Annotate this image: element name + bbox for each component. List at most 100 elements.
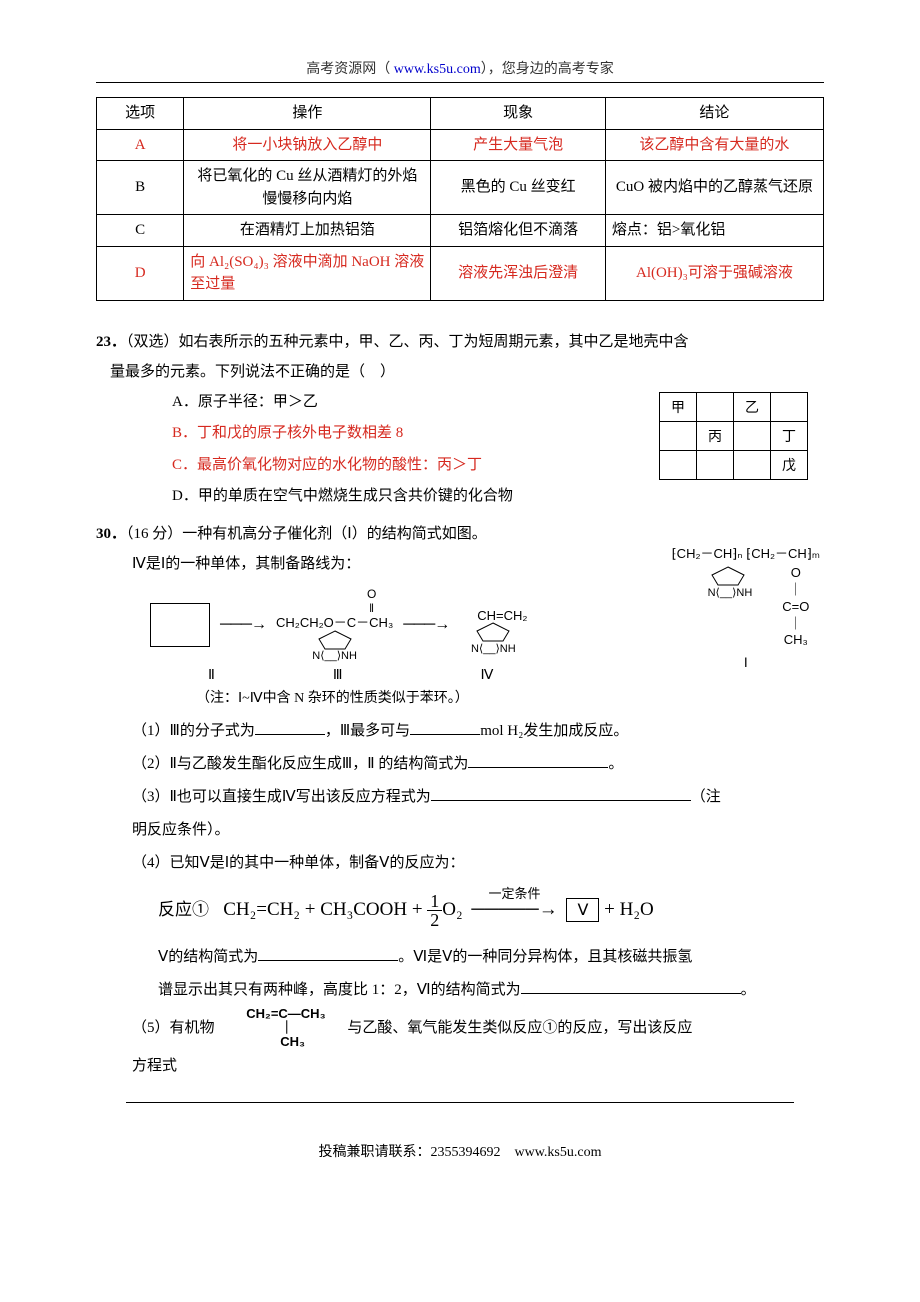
ring-atoms: N⟨__⟩NH	[459, 643, 527, 656]
reaction-1: 反应① CH₂=CH₂ + CH₃COOH + 12O₂ 一定条件─────→ …	[158, 892, 824, 929]
text: 。	[741, 982, 756, 998]
cell: 向 Al₂(SO₄)₃ 溶液中滴加 NaOH 溶液至过量	[184, 246, 431, 300]
experiment-table: 选项 操作 现象 结论 A 将一小块钠放入乙醇中 产生大量气泡 该乙醇中含有大量…	[96, 97, 824, 301]
sub-question-5: （5）有机物 CH₂=C—CH₃ ｜ CH₃ 与乙酸、氧气能发生类似反应①的反应…	[132, 1007, 824, 1050]
lhs: CH₂=CH₂ + CH₃COOH +	[223, 899, 427, 920]
sub-question-5-cont: 方程式	[132, 1050, 824, 1083]
grid-cell: 丁	[771, 422, 808, 451]
imidazole-ring-icon	[473, 621, 513, 643]
arrow-icon: ───→	[403, 616, 449, 634]
cell: B	[97, 161, 184, 215]
footer-text: 投稿兼职请联系：2355394692 www.ks5u.com	[319, 1145, 602, 1160]
arrow-icon: ───→	[220, 616, 266, 634]
th: 选项	[97, 98, 184, 130]
text: 。	[608, 756, 623, 772]
answer-blank-line	[126, 1101, 794, 1103]
cell: 将已氧化的 Cu 丝从酒精灯的外焰慢慢移向内焰	[184, 161, 431, 215]
struct-top: CH₂=C—CH₃	[246, 1007, 325, 1021]
header-link[interactable]: www.ks5u.com	[394, 62, 481, 77]
text: （1）Ⅲ的分子式为	[132, 723, 255, 739]
grid-cell	[771, 393, 808, 422]
ring-atoms: N⟨__⟩NH	[708, 586, 753, 600]
cell: 将一小块钠放入乙醇中	[184, 129, 431, 161]
blank	[468, 753, 608, 768]
option-d: D．甲的单质在空气中燃烧生成只含共价键的化合物	[172, 481, 824, 513]
blank	[258, 946, 398, 961]
table-row: C 在酒精灯上加热铝箔 铝箔熔化但不滴落 熔点：铝>氧化铝	[97, 215, 824, 247]
label-iv: Ⅳ	[481, 666, 494, 683]
grid-cell	[734, 422, 771, 451]
condition-arrow: 一定条件─────→	[471, 899, 557, 921]
text: mol H₂发生加成反应。	[480, 723, 628, 739]
polymer-backbone: ⁅CH₂－CH⁆ₙ ⁅CH₂－CH⁆ₘ	[672, 546, 820, 563]
polymer-structure-i: ⁅CH₂－CH⁆ₙ ⁅CH₂－CH⁆ₘ N⟨__⟩NH O ｜ C=O ｜ CH…	[672, 546, 820, 672]
product-v-box: Ⅴ	[566, 898, 599, 922]
cell: A	[97, 129, 184, 161]
table-row: B 将已氧化的 Cu 丝从酒精灯的外焰慢慢移向内焰 黑色的 Cu 丝变红 CuO…	[97, 161, 824, 215]
grid-cell: 乙	[734, 393, 771, 422]
text: ，Ⅲ最多可与	[325, 723, 410, 739]
grid-cell: 甲	[660, 393, 697, 422]
cell: 在酒精灯上加热铝箔	[184, 215, 431, 247]
text: （注	[691, 789, 721, 805]
imidazole-ring-icon	[708, 565, 748, 587]
compound-iv: CH=CH₂ N⟨__⟩NH	[459, 594, 527, 656]
grid-cell: 丙	[697, 422, 734, 451]
imidazole-ring-icon	[315, 629, 355, 651]
cell: 产生大量气泡	[431, 129, 605, 161]
cell: D	[97, 246, 184, 300]
text: Ⅴ的结构简式为	[158, 949, 258, 965]
sub-question-2: （2）Ⅱ与乙酸发生酯化反应生成Ⅲ，Ⅱ 的结构简式为 。	[132, 748, 824, 781]
th: 结论	[605, 98, 823, 130]
cell: 熔点：铝>氧化铝	[605, 215, 823, 247]
q30-head: （16 分）一种有机高分子催化剂（Ⅰ）的结构简式如图。	[126, 526, 487, 542]
note: （注：Ⅰ~Ⅳ中含 N 杂环的性质类似于苯环。）	[196, 687, 824, 707]
label-iii: Ⅲ	[333, 666, 343, 683]
sub-question-3-cont: 明反应条件）。	[132, 814, 824, 847]
cell: Al(OH)₃可溶于强碱溶液	[605, 246, 823, 300]
page-header: 高考资源网（ www.ks5u.com），您身边的高考专家	[96, 58, 824, 78]
blank	[521, 979, 741, 994]
isobutylene-structure: CH₂=C—CH₃ ｜ CH₃	[246, 1007, 325, 1050]
grid-cell	[660, 451, 697, 480]
cell: 溶液先浑浊后澄清	[431, 246, 605, 300]
page-footer: 投稿兼职请联系：2355394692 www.ks5u.com	[96, 1141, 824, 1161]
grid-cell	[660, 422, 697, 451]
sub-question-4c: 谱显示出其只有两种峰，高度比 1：2，Ⅵ的结构简式为 。	[158, 974, 824, 1007]
text: 与乙酸、氧气能发生类似反应①的反应，写出该反应	[347, 1020, 692, 1036]
compound-ii-box	[150, 603, 210, 647]
cell: 铝箔熔化但不滴落	[431, 215, 605, 247]
table-row: A 将一小块钠放入乙醇中 产生大量气泡 该乙醇中含有大量的水	[97, 129, 824, 161]
struct-bot: ｜ CH₃	[280, 1021, 325, 1050]
grid-cell	[697, 451, 734, 480]
sub-question-3: （3）Ⅱ也可以直接生成Ⅳ写出该反应方程式为（注	[132, 781, 824, 814]
table-header-row: 选项 操作 现象 结论	[97, 98, 824, 130]
sub-question-1: （1）Ⅲ的分子式为 ，Ⅲ最多可与 mol H₂发生加成反应。	[132, 715, 824, 748]
cell: CuO 被内焰中的乙醇蒸气还原	[605, 161, 823, 215]
blank	[410, 720, 480, 735]
ring-atoms: N⟨__⟩NH	[276, 650, 393, 663]
h2o: + H₂O	[599, 899, 653, 920]
text: （2）Ⅱ与乙酸发生酯化反应生成Ⅲ，Ⅱ 的结构简式为	[132, 756, 468, 772]
ester-side: O ｜ C=O ｜ CH₃	[782, 565, 809, 649]
cell: 黑色的 Cu 丝变红	[431, 161, 605, 215]
sub-question-4b: Ⅴ的结构简式为 。Ⅵ是Ⅴ的一种同分异构体，且其核磁共振氢	[158, 941, 824, 974]
carbonyl: O ‖	[350, 587, 393, 616]
blank	[255, 720, 325, 735]
fraction-half: 12	[427, 892, 442, 929]
label-ii: Ⅱ	[208, 666, 215, 683]
text: 谱显示出其只有两种峰，高度比 1：2，Ⅵ的结构简式为	[158, 982, 521, 998]
sub-question-4: （4）已知Ⅴ是Ⅰ的其中一种单体，制备Ⅴ的反应为：	[132, 847, 824, 880]
grid-cell	[697, 393, 734, 422]
grid-cell	[734, 451, 771, 480]
header-suffix: ），您身边的高考专家	[481, 62, 614, 77]
text: 。Ⅵ是Ⅴ的一种同分异构体，且其核磁共振氢	[398, 949, 692, 965]
blank	[431, 786, 691, 801]
element-position-grid: 甲 乙 丙 丁 戊	[659, 392, 808, 480]
q23-number: 23．	[96, 334, 126, 350]
reaction-label: 反应①	[158, 900, 209, 919]
grid-cell: 戊	[771, 451, 808, 480]
q23-stem: （双选）如右表所示的五种元素中，甲、乙、丙、丁为短周期元素，其中乙是地壳中含	[126, 334, 689, 350]
o2: O₂	[442, 899, 462, 920]
polymer-label: Ⅰ	[672, 655, 820, 672]
